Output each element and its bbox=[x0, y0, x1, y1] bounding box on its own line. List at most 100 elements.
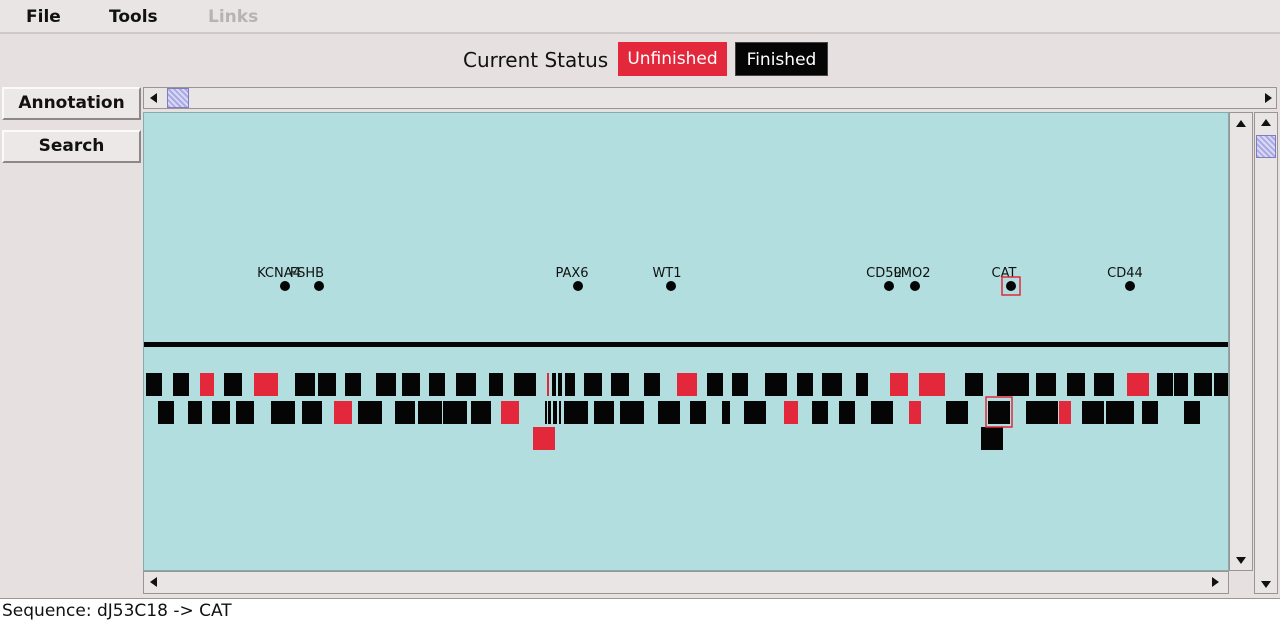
clone-block[interactable] bbox=[552, 373, 556, 396]
clone-block[interactable] bbox=[188, 401, 202, 424]
clone-block[interactable] bbox=[1106, 401, 1134, 424]
scroll-left-arrow-icon[interactable] bbox=[150, 93, 157, 103]
clone-block[interactable] bbox=[254, 373, 278, 396]
clone-block[interactable] bbox=[707, 373, 723, 396]
clone-block[interactable] bbox=[334, 401, 352, 424]
gene-marker-cd59[interactable] bbox=[884, 281, 894, 291]
clone-block[interactable] bbox=[594, 401, 614, 424]
inner-vertical-scrollbar[interactable] bbox=[1229, 112, 1253, 571]
clone-block[interactable] bbox=[744, 401, 766, 424]
annotation-button[interactable]: Annotation bbox=[2, 87, 141, 120]
clone-block[interactable] bbox=[514, 373, 536, 396]
menu-tools[interactable]: Tools bbox=[109, 7, 158, 27]
clone-block[interactable] bbox=[919, 373, 945, 396]
clone-block[interactable] bbox=[548, 401, 551, 424]
menu-file[interactable]: File bbox=[26, 7, 61, 27]
clone-block[interactable] bbox=[965, 373, 983, 396]
clone-block[interactable] bbox=[1082, 401, 1104, 424]
clone-block[interactable] bbox=[797, 373, 813, 396]
clone-block[interactable] bbox=[302, 401, 322, 424]
clone-block[interactable] bbox=[1157, 373, 1173, 396]
gene-marker-fshb[interactable] bbox=[314, 281, 324, 291]
finished-status-badge[interactable]: Finished bbox=[735, 42, 828, 76]
gene-marker-wt1[interactable] bbox=[666, 281, 676, 291]
clone-block[interactable] bbox=[1059, 401, 1071, 424]
bottom-scroll-right-arrow-icon[interactable] bbox=[1212, 577, 1219, 587]
clone-block[interactable] bbox=[271, 401, 295, 424]
clone-block[interactable] bbox=[1142, 401, 1158, 424]
clone-block[interactable] bbox=[553, 401, 557, 424]
clone-block[interactable] bbox=[501, 401, 519, 424]
clone-block[interactable] bbox=[565, 373, 575, 396]
top-horizontal-scrollbar[interactable] bbox=[143, 87, 1277, 109]
clone-block[interactable] bbox=[981, 427, 1003, 450]
clone-block[interactable] bbox=[1094, 373, 1114, 396]
clone-block[interactable] bbox=[1194, 373, 1212, 396]
bottom-horizontal-scrollbar[interactable] bbox=[143, 571, 1229, 594]
clone-block[interactable] bbox=[658, 401, 680, 424]
clone-block[interactable] bbox=[456, 373, 476, 396]
outer-scroll-down-arrow-icon[interactable] bbox=[1261, 581, 1271, 588]
clone-block[interactable] bbox=[690, 401, 706, 424]
top-scroll-thumb[interactable] bbox=[167, 88, 189, 108]
clone-block[interactable] bbox=[1067, 373, 1085, 396]
clone-block[interactable] bbox=[471, 401, 491, 424]
sequence-map-canvas[interactable]: KCNA4 FSHB PAX6 WT1 CD59 LMO2 CAT CD44 bbox=[143, 112, 1229, 571]
clone-block[interactable] bbox=[295, 373, 315, 396]
clone-block[interactable] bbox=[564, 401, 588, 424]
clone-block[interactable] bbox=[212, 401, 230, 424]
clone-block[interactable] bbox=[988, 401, 1010, 424]
clone-block[interactable] bbox=[839, 401, 855, 424]
clone-block[interactable] bbox=[644, 373, 660, 396]
gene-marker-pax6[interactable] bbox=[573, 281, 583, 291]
clone-block[interactable] bbox=[765, 373, 787, 396]
clone-block[interactable] bbox=[732, 373, 748, 396]
clone-block[interactable] bbox=[318, 373, 336, 396]
gene-marker-kcna4[interactable] bbox=[280, 281, 290, 291]
clone-block[interactable] bbox=[395, 401, 415, 424]
clone-block[interactable] bbox=[558, 373, 562, 396]
clone-block[interactable] bbox=[677, 373, 697, 396]
clone-block[interactable] bbox=[429, 373, 445, 396]
clone-block[interactable] bbox=[1174, 373, 1188, 396]
clone-block[interactable] bbox=[533, 427, 555, 450]
clone-block[interactable] bbox=[547, 373, 549, 396]
clone-block[interactable] bbox=[545, 401, 547, 424]
clone-block[interactable] bbox=[584, 373, 602, 396]
clone-block[interactable] bbox=[236, 401, 254, 424]
clone-block[interactable] bbox=[1036, 373, 1056, 396]
clone-block[interactable] bbox=[611, 373, 629, 396]
outer-scroll-up-arrow-icon[interactable] bbox=[1261, 119, 1271, 126]
clone-block[interactable] bbox=[812, 401, 828, 424]
clone-block[interactable] bbox=[784, 401, 798, 424]
outer-scroll-thumb[interactable] bbox=[1256, 135, 1276, 158]
clone-block[interactable] bbox=[443, 401, 467, 424]
clone-block[interactable] bbox=[1026, 401, 1058, 424]
clone-block[interactable] bbox=[946, 401, 968, 424]
clone-block[interactable] bbox=[402, 373, 420, 396]
inner-scroll-down-arrow-icon[interactable] bbox=[1236, 557, 1246, 564]
clone-block[interactable] bbox=[890, 373, 908, 396]
unfinished-status-badge[interactable]: Unfinished bbox=[618, 42, 727, 76]
outer-vertical-scrollbar[interactable] bbox=[1254, 112, 1278, 594]
clone-block[interactable] bbox=[224, 373, 242, 396]
clone-block[interactable] bbox=[358, 401, 382, 424]
clone-block[interactable] bbox=[418, 401, 442, 424]
clone-block[interactable] bbox=[146, 373, 162, 396]
clone-block[interactable] bbox=[559, 401, 561, 424]
gene-marker-lmo2[interactable] bbox=[910, 281, 920, 291]
clone-block[interactable] bbox=[909, 401, 921, 424]
clone-block[interactable] bbox=[489, 373, 503, 396]
clone-block[interactable] bbox=[856, 373, 868, 396]
gene-marker-cd44[interactable] bbox=[1125, 281, 1135, 291]
clone-block[interactable] bbox=[1127, 373, 1149, 396]
clone-block[interactable] bbox=[620, 401, 644, 424]
clone-block[interactable] bbox=[997, 373, 1029, 396]
clone-block[interactable] bbox=[200, 373, 214, 396]
clone-block[interactable] bbox=[376, 373, 396, 396]
clone-block[interactable] bbox=[871, 401, 893, 424]
clone-block[interactable] bbox=[345, 373, 361, 396]
scroll-right-arrow-icon[interactable] bbox=[1265, 93, 1272, 103]
bottom-scroll-left-arrow-icon[interactable] bbox=[150, 577, 157, 587]
